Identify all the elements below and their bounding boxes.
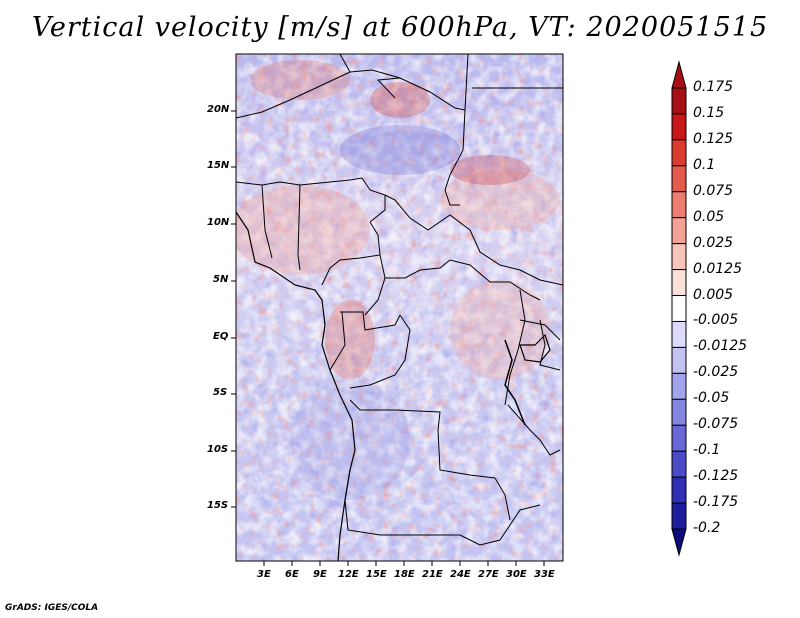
- lon-label-15e: 15E: [366, 569, 387, 580]
- lon-label-6e: 6E: [285, 569, 299, 580]
- legend-band: [671, 113, 687, 141]
- legend-band: [671, 398, 687, 426]
- footer-credit: GrADS: IGES/COLA: [5, 603, 99, 613]
- lat-label-10s: 10S: [207, 444, 229, 455]
- legend-band: [671, 243, 687, 271]
- velocity-field: [236, 54, 563, 561]
- legend-label: -0.125: [693, 468, 739, 485]
- legend-band: [671, 372, 687, 400]
- legend-label: -0.025: [693, 364, 739, 381]
- legend-band: [671, 217, 687, 245]
- legend-label: 0.0125: [693, 260, 742, 277]
- legend-label: -0.1: [693, 442, 721, 459]
- lat-label-eq: EQ: [213, 331, 229, 342]
- legend-colorbar: [671, 60, 687, 557]
- map-frame: [235, 53, 564, 562]
- legend-band: [671, 320, 687, 348]
- lon-label-27e: 27E: [478, 569, 499, 580]
- legend-label: 0.005: [693, 286, 734, 303]
- legend-label: 0.15: [693, 104, 725, 121]
- legend-label: -0.005: [693, 312, 739, 329]
- legend-band: [671, 502, 687, 530]
- legend-label: 0.125: [693, 130, 734, 147]
- lat-label-5n: 5N: [213, 274, 229, 285]
- lon-label-12e: 12E: [338, 569, 359, 580]
- lat-label-20n: 20N: [207, 104, 230, 115]
- lat-label-10n: 10N: [207, 217, 230, 228]
- lon-label-21e: 21E: [422, 569, 443, 580]
- lat-label-15n: 15N: [207, 160, 230, 171]
- legend-label: -0.075: [693, 416, 739, 433]
- lon-label-3e: 3E: [257, 569, 271, 580]
- lon-label-30e: 30E: [506, 569, 527, 580]
- legend-label: 0.025: [693, 234, 734, 251]
- legend-band: [671, 528, 687, 557]
- legend-label: -0.05: [693, 390, 730, 407]
- legend-label: 0.175: [693, 78, 734, 95]
- legend-band: [671, 295, 687, 322]
- legend-label: 0.1: [693, 156, 716, 173]
- legend-label: -0.2: [693, 520, 721, 537]
- legend-band: [671, 269, 687, 297]
- legend-band: [671, 87, 687, 115]
- lat-ticks: [231, 110, 236, 508]
- coastline: [236, 211, 551, 561]
- legend-band: [671, 450, 687, 478]
- legend-label: 0.075: [693, 182, 734, 199]
- lat-label-15s: 15S: [207, 500, 229, 511]
- legend-label: -0.175: [693, 494, 739, 511]
- legend-band: [671, 60, 687, 89]
- legend-band: [671, 424, 687, 452]
- lon-label-33e: 33E: [534, 569, 555, 580]
- lon-label-9e: 9E: [313, 569, 327, 580]
- lat-label-5s: 5S: [213, 387, 228, 398]
- lon-label-18e: 18E: [394, 569, 415, 580]
- chart-title: Vertical velocity [m/s] at 600hPa, VT: 2…: [31, 12, 769, 43]
- legend-band: [671, 346, 687, 374]
- lon-label-24e: 24E: [450, 569, 471, 580]
- legend-band: [671, 476, 687, 504]
- legend-label: 0.05: [693, 208, 725, 225]
- legend-band: [671, 139, 687, 167]
- lon-ticks: [263, 561, 545, 566]
- legend-band: [671, 191, 687, 219]
- legend-band: [671, 165, 687, 193]
- legend-label: -0.0125: [693, 338, 748, 355]
